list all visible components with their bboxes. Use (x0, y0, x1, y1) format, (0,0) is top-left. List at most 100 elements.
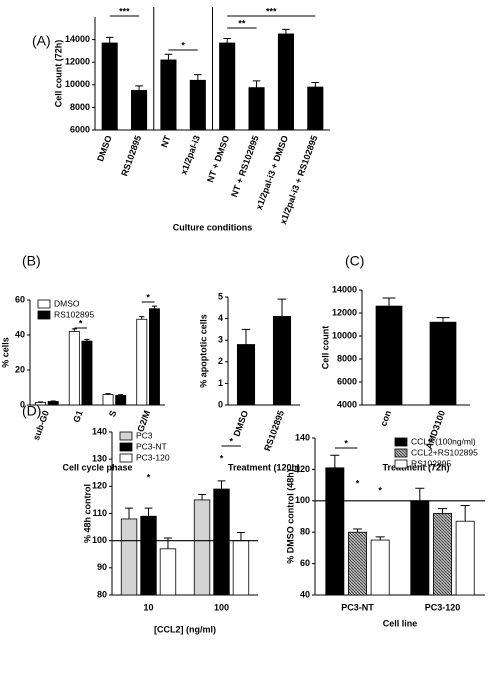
y-tick-label: 8000 (337, 353, 357, 363)
panel-label: (C) (345, 253, 364, 269)
y-axis-title: Cell count (72h) (53, 40, 63, 108)
y-axis-title: % 48h control (82, 484, 92, 543)
bar (148, 308, 160, 406)
y-tick-label: 60 (15, 294, 25, 304)
error-bar (50, 400, 56, 402)
y-tick-label: 12000 (65, 57, 90, 67)
error-bar (144, 507, 153, 517)
error-bar (237, 532, 245, 541)
significance-label: * (181, 40, 185, 50)
legend-label: RS102895 (54, 309, 94, 319)
error-bar (252, 80, 261, 88)
x-tick-label: NT (159, 134, 173, 149)
x-tick-label: G1 (71, 409, 85, 424)
bar (131, 90, 148, 131)
bar (120, 518, 138, 596)
x-axis-title: Cell cycle phase (62, 462, 132, 472)
y-tick-label: 1 (218, 378, 223, 388)
significance-label: * (147, 472, 151, 482)
error-bar (125, 507, 133, 519)
y-tick-label: 12000 (332, 307, 357, 317)
bar (219, 42, 236, 131)
bar (236, 344, 256, 406)
y-tick-label: 110 (92, 508, 107, 518)
error-bar (105, 36, 114, 43)
panel-label: (A) (32, 33, 51, 49)
bar (348, 531, 367, 596)
error-bar (164, 53, 173, 60)
significance-label: * (229, 436, 233, 446)
significance-label: *** (119, 6, 130, 16)
x-tick-label: PC3-NT (341, 602, 374, 612)
significance-label: * (378, 485, 382, 495)
legend-label: PC3 (136, 430, 153, 440)
bar (455, 520, 475, 596)
y-tick-label: 60 (300, 558, 310, 568)
x-tick-label: NT + RS102895 (229, 134, 261, 198)
error-bar (277, 298, 287, 317)
bar (410, 500, 430, 596)
y-tick-label: 90 (97, 562, 107, 572)
error-bar (437, 508, 448, 514)
bar (307, 86, 324, 131)
y-tick-label: 8000 (70, 102, 90, 112)
error-bar (105, 393, 111, 395)
x-axis-title: Treatment (120h) (228, 462, 300, 472)
bar (189, 79, 206, 131)
y-tick-label: 80 (300, 527, 310, 537)
error-bar (241, 328, 251, 345)
error-bar (330, 454, 340, 468)
y-tick-label: 3 (218, 335, 223, 345)
x-tick-label: x1/2pal-i3 + DMSO (254, 134, 290, 211)
y-tick-label: 130 (92, 454, 107, 464)
y-tick-label: 140 (295, 432, 310, 442)
x-tick-label: S (107, 409, 118, 418)
bar (248, 87, 265, 131)
legend-swatch (119, 442, 133, 452)
x-tick-label: DMSO (231, 409, 250, 438)
error-bar (71, 328, 77, 332)
y-tick-label: 20 (15, 364, 25, 374)
y-axis-title: % apoptotic cells (198, 314, 208, 388)
x-tick-label: RS102895 (262, 409, 286, 452)
y-tick-label: 10000 (65, 79, 90, 89)
x-tick-label: 100 (214, 602, 229, 612)
x-tick-label: DMSO (95, 134, 114, 163)
bar (47, 401, 59, 406)
error-bar (415, 487, 425, 501)
legend-swatch (394, 448, 408, 458)
y-tick-label: 4 (218, 313, 223, 323)
bar (160, 59, 177, 131)
x-axis-title: Cell line (383, 618, 418, 628)
significance-label: * (146, 292, 150, 302)
significance-label: * (356, 478, 360, 488)
error-bar (217, 480, 226, 490)
significance-label: * (220, 453, 224, 463)
error-bar (375, 536, 385, 541)
error-bar (118, 394, 124, 396)
bar (232, 540, 250, 596)
legend-label: CCL2 (100ng/ml) (411, 436, 476, 446)
y-axis-title: Cell count (320, 326, 330, 370)
y-tick-label: 120 (92, 481, 107, 491)
legend-swatch (394, 437, 408, 447)
y-tick-label: 40 (15, 329, 25, 339)
legend-swatch (37, 310, 51, 320)
bar (101, 42, 118, 131)
y-tick-label: 40 (300, 589, 310, 599)
x-tick-label: 10 (143, 602, 153, 612)
bar (277, 33, 294, 131)
y-tick-label: 0 (218, 399, 223, 409)
y-tick-label: 14000 (332, 284, 357, 294)
y-tick-label: 0 (20, 399, 25, 409)
legend-label: PC3-NT (136, 441, 167, 451)
y-tick-label: 120 (295, 464, 310, 474)
legend-label: DMSO (54, 298, 80, 308)
y-tick-label: 2 (218, 356, 223, 366)
x-axis-title: [CCL2] (ng/ml) (154, 624, 216, 634)
x-axis-title: Treatment (72h) (382, 462, 449, 472)
y-tick-label: 100 (295, 495, 310, 505)
significance-label: * (79, 318, 83, 328)
legend-swatch (394, 459, 408, 469)
